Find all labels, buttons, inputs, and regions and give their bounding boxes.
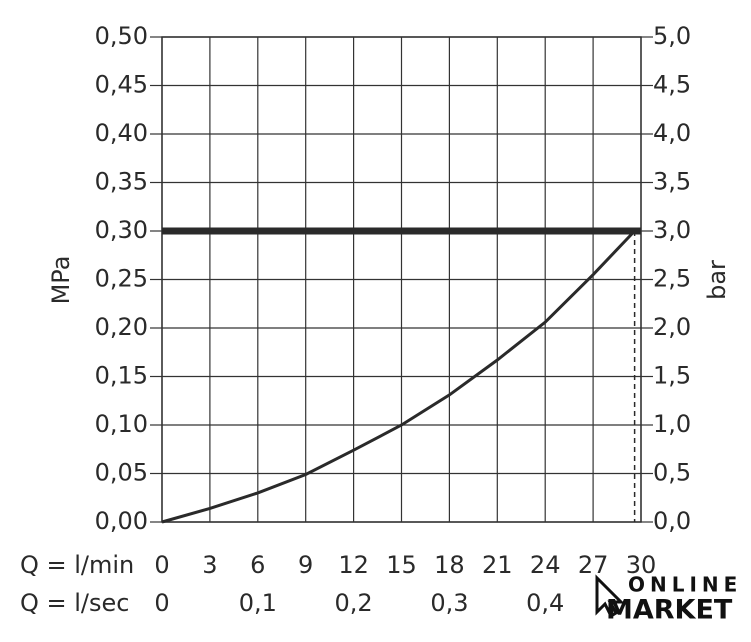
y-tick-label: 0,00 [95,507,148,535]
y-tick-label: 0,50 [95,22,148,50]
x-tick-label: 6 [250,551,265,579]
y-tick-label: 0,20 [95,313,148,341]
y2-tick-label: 4,0 [653,119,691,147]
y2-tick-label: 0,5 [653,459,691,487]
y-tick-label: 0,15 [95,362,148,390]
x-tick-label: 27 [578,551,609,579]
y-tick-label: 0,40 [95,119,148,147]
x-tick-label: 15 [386,551,417,579]
y-tick-label: 0,30 [95,216,148,244]
y2-tick-label: 3,5 [653,168,691,196]
watermark-line2: MARKET [606,595,733,626]
watermark-line1: ONLINE [628,573,742,597]
y-tick-label: 0,35 [95,168,148,196]
y2-tick-label: 1,0 [653,410,691,438]
x-tick-label: 12 [338,551,369,579]
y2-axis-label: bar [703,260,731,300]
watermark: ONLINE MARKET [595,573,742,626]
x2-tick-label: 0,4 [526,589,564,617]
data-line [161,229,636,524]
x-tick-label: 30 [626,551,657,579]
x-tick-label: 24 [530,551,561,579]
cursor-icon [595,574,625,619]
plot-frame [161,36,642,523]
y2-tick-label: 2,5 [653,265,691,293]
y2-tick-label: 0,0 [653,507,691,535]
y2-tick-label: 3,0 [653,216,691,244]
x2-tick-label: 0 [154,589,169,617]
x-tick-label: 9 [298,551,313,579]
x-axis-label: Q = l/min [20,551,134,579]
x2-tick-label: 0,3 [430,589,468,617]
x-tick-label: 0 [154,551,169,579]
y2-tick-label: 4,5 [653,71,691,99]
y2-tick-label: 2,0 [653,313,691,341]
y-tick-label: 0,45 [95,71,148,99]
x-tick-label: 3 [202,551,217,579]
y-tick-label: 0,10 [95,410,148,438]
y2-tick-label: 1,5 [653,362,691,390]
x-tick-label: 21 [482,551,513,579]
x2-axis-label: Q = l/sec [20,589,129,617]
x-tick-label: 18 [434,551,465,579]
x2-tick-label: 0,2 [335,589,373,617]
y-tick-label: 0,25 [95,265,148,293]
x2-tick-label: 0,1 [239,589,277,617]
y-axis-label: MPa [47,256,75,305]
y2-tick-label: 5,0 [653,22,691,50]
y-tick-label: 0,05 [95,459,148,487]
